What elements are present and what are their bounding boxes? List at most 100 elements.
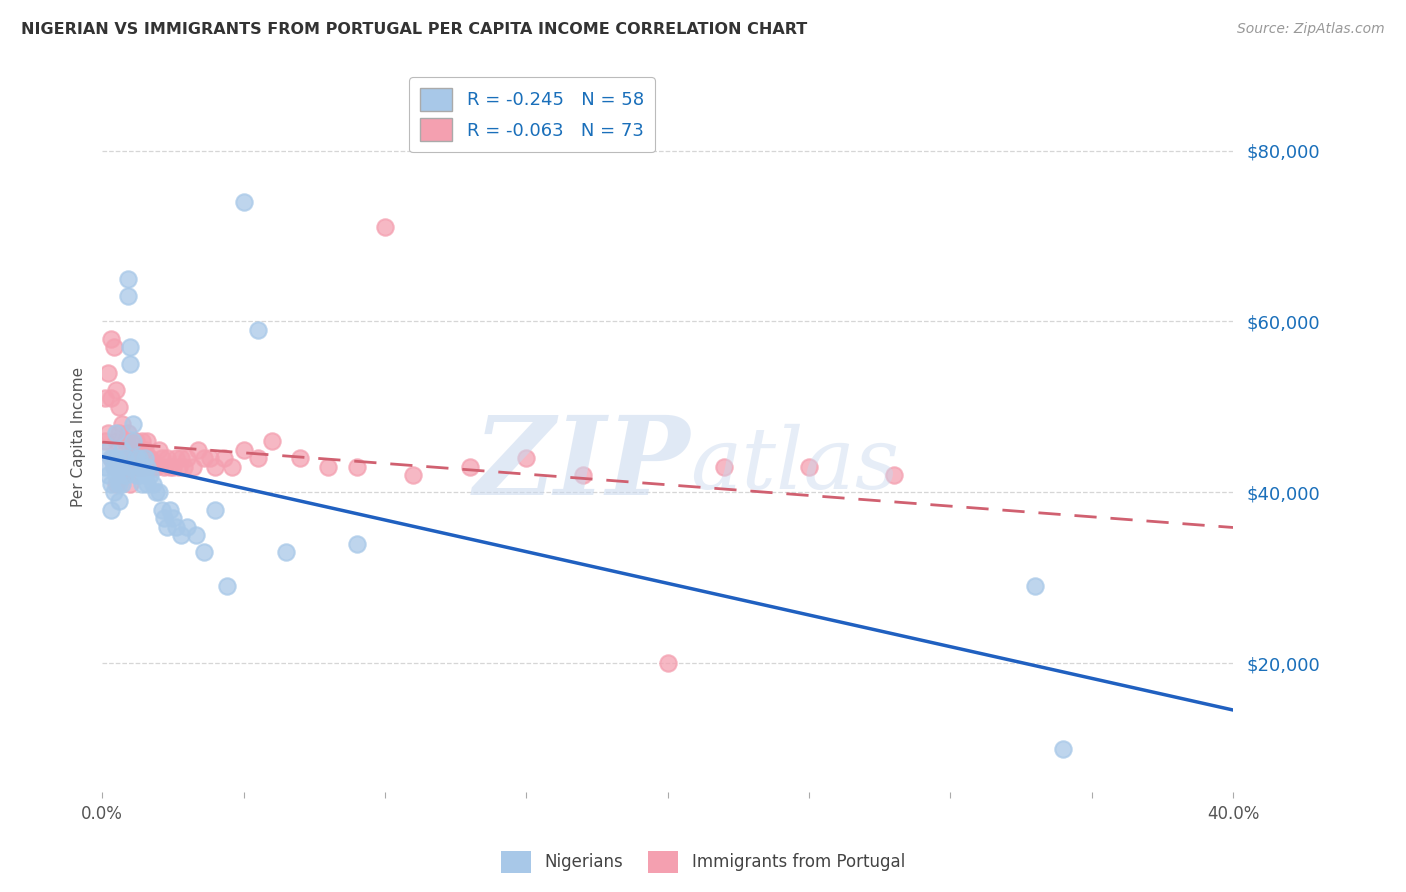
Point [94, 392, 117, 406]
Point [117, 289, 139, 303]
Point [103, 459, 125, 474]
Point [105, 383, 128, 397]
Point [167, 459, 190, 474]
Point [108, 400, 131, 414]
Point [346, 537, 368, 551]
Point [374, 220, 396, 235]
Point [148, 485, 170, 500]
Point [215, 579, 238, 593]
Point [193, 545, 215, 559]
Point [232, 194, 254, 209]
Point [105, 425, 128, 440]
Text: ZIP: ZIP [474, 411, 690, 519]
Point [120, 357, 142, 371]
Point [883, 468, 905, 483]
Point [111, 442, 134, 457]
Point [100, 392, 122, 406]
Point [111, 451, 134, 466]
Point [170, 451, 193, 466]
Point [797, 459, 820, 474]
Point [173, 459, 195, 474]
Point [221, 459, 243, 474]
Point [318, 459, 340, 474]
Point [108, 459, 131, 474]
Point [153, 459, 176, 474]
Point [288, 451, 311, 466]
Point [125, 468, 148, 483]
Point [97, 468, 120, 483]
Point [114, 434, 136, 449]
Point [120, 459, 142, 474]
Point [111, 459, 134, 474]
Point [232, 442, 254, 457]
Point [128, 451, 150, 466]
Point [120, 459, 142, 474]
Point [246, 323, 269, 337]
Point [148, 442, 170, 457]
Point [125, 451, 148, 466]
Point [100, 476, 122, 491]
Point [111, 468, 134, 483]
Point [159, 459, 181, 474]
Point [108, 494, 131, 508]
Point [117, 271, 139, 285]
Point [103, 340, 125, 354]
Point [108, 425, 131, 440]
Point [120, 434, 142, 449]
Point [105, 451, 128, 466]
Point [159, 502, 181, 516]
Point [134, 468, 156, 483]
Point [187, 442, 209, 457]
Point [105, 434, 128, 449]
Point [105, 468, 128, 483]
Point [150, 451, 173, 466]
Point [114, 468, 136, 483]
Point [145, 485, 167, 500]
Point [128, 459, 150, 474]
Point [117, 451, 139, 466]
Point [108, 459, 131, 474]
Point [162, 459, 184, 474]
Point [176, 451, 198, 466]
Point [657, 657, 679, 671]
Point [136, 459, 159, 474]
Point [193, 451, 215, 466]
Point [402, 468, 425, 483]
Point [131, 459, 153, 474]
Point [139, 451, 162, 466]
Point [1024, 579, 1046, 593]
Point [142, 476, 165, 491]
Point [114, 459, 136, 474]
Point [122, 417, 145, 431]
Point [572, 468, 595, 483]
Point [125, 459, 148, 474]
Point [111, 476, 134, 491]
Point [204, 502, 226, 516]
Point [246, 451, 269, 466]
Point [120, 476, 142, 491]
Point [131, 459, 153, 474]
Point [131, 476, 153, 491]
Point [165, 519, 187, 533]
Point [176, 519, 198, 533]
Point [94, 434, 117, 449]
Point [117, 425, 139, 440]
Point [100, 332, 122, 346]
Point [100, 502, 122, 516]
Legend: R = -0.245   N = 58, R = -0.063   N = 73: R = -0.245 N = 58, R = -0.063 N = 73 [409, 77, 655, 153]
Y-axis label: Per Capita Income: Per Capita Income [72, 367, 86, 507]
Point [515, 451, 537, 466]
Point [125, 434, 148, 449]
Point [162, 511, 184, 525]
Point [136, 434, 159, 449]
Point [142, 459, 165, 474]
Point [346, 459, 368, 474]
Point [103, 459, 125, 474]
Point [136, 451, 159, 466]
Point [122, 434, 145, 449]
Point [114, 451, 136, 466]
Legend: Nigerians, Immigrants from Portugal: Nigerians, Immigrants from Portugal [495, 845, 911, 880]
Point [153, 511, 176, 525]
Point [260, 434, 283, 449]
Point [181, 459, 204, 474]
